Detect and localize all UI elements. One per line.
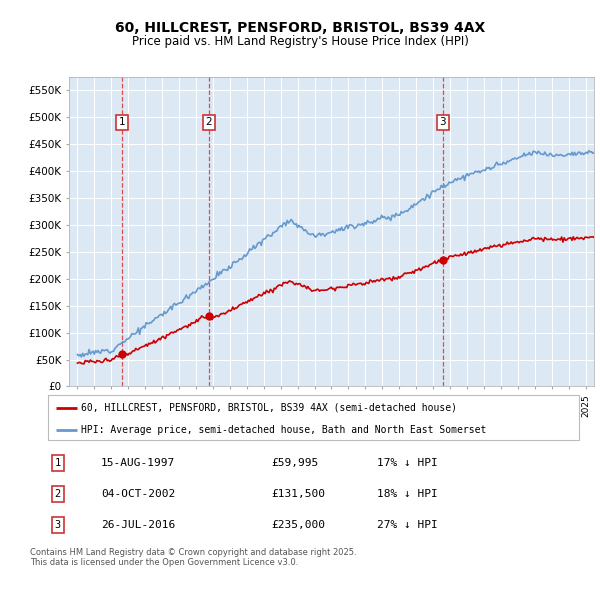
Text: Price paid vs. HM Land Registry's House Price Index (HPI): Price paid vs. HM Land Registry's House … [131, 35, 469, 48]
Text: 04-OCT-2002: 04-OCT-2002 [101, 489, 175, 499]
Text: 1: 1 [55, 458, 61, 468]
Text: 60, HILLCREST, PENSFORD, BRISTOL, BS39 4AX (semi-detached house): 60, HILLCREST, PENSFORD, BRISTOL, BS39 4… [81, 403, 457, 412]
Text: Contains HM Land Registry data © Crown copyright and database right 2025.
This d: Contains HM Land Registry data © Crown c… [30, 548, 356, 567]
Text: 2: 2 [55, 489, 61, 499]
Text: £235,000: £235,000 [271, 520, 325, 530]
Text: 60, HILLCREST, PENSFORD, BRISTOL, BS39 4AX: 60, HILLCREST, PENSFORD, BRISTOL, BS39 4… [115, 21, 485, 35]
Text: 3: 3 [55, 520, 61, 530]
Text: 1: 1 [119, 117, 125, 127]
Text: 15-AUG-1997: 15-AUG-1997 [101, 458, 175, 468]
Text: 26-JUL-2016: 26-JUL-2016 [101, 520, 175, 530]
Text: 2: 2 [205, 117, 212, 127]
Text: 18% ↓ HPI: 18% ↓ HPI [377, 489, 438, 499]
FancyBboxPatch shape [48, 395, 579, 440]
Text: 27% ↓ HPI: 27% ↓ HPI [377, 520, 438, 530]
Text: 17% ↓ HPI: 17% ↓ HPI [377, 458, 438, 468]
Text: £131,500: £131,500 [271, 489, 325, 499]
Text: 3: 3 [439, 117, 446, 127]
Text: HPI: Average price, semi-detached house, Bath and North East Somerset: HPI: Average price, semi-detached house,… [81, 425, 486, 435]
Text: £59,995: £59,995 [271, 458, 318, 468]
